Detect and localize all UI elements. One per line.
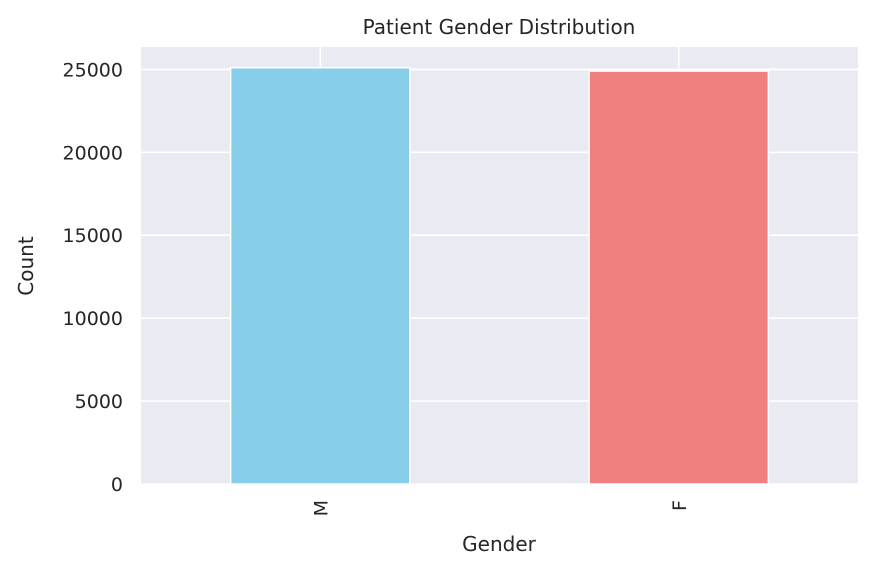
y-tick-label: 0: [111, 474, 123, 496]
y-tick-label: 10000: [63, 308, 123, 330]
bar-f: [588, 70, 770, 485]
chart-title: Patient Gender Distribution: [363, 15, 636, 39]
bars: [229, 66, 770, 485]
y-tick-label: 5000: [75, 391, 123, 413]
x-axis-label: Gender: [462, 532, 536, 556]
y-tick-label: 20000: [63, 142, 123, 164]
y-axis-label: Count: [14, 236, 38, 296]
y-axis-ticks: 0 5000 10000 15000 20000 25000: [63, 59, 123, 496]
x-tick-label: M: [310, 500, 332, 516]
y-tick-label: 25000: [63, 59, 123, 81]
y-tick-label: 15000: [63, 225, 123, 247]
bar-m: [229, 66, 411, 485]
x-tick-label: F: [669, 500, 691, 511]
